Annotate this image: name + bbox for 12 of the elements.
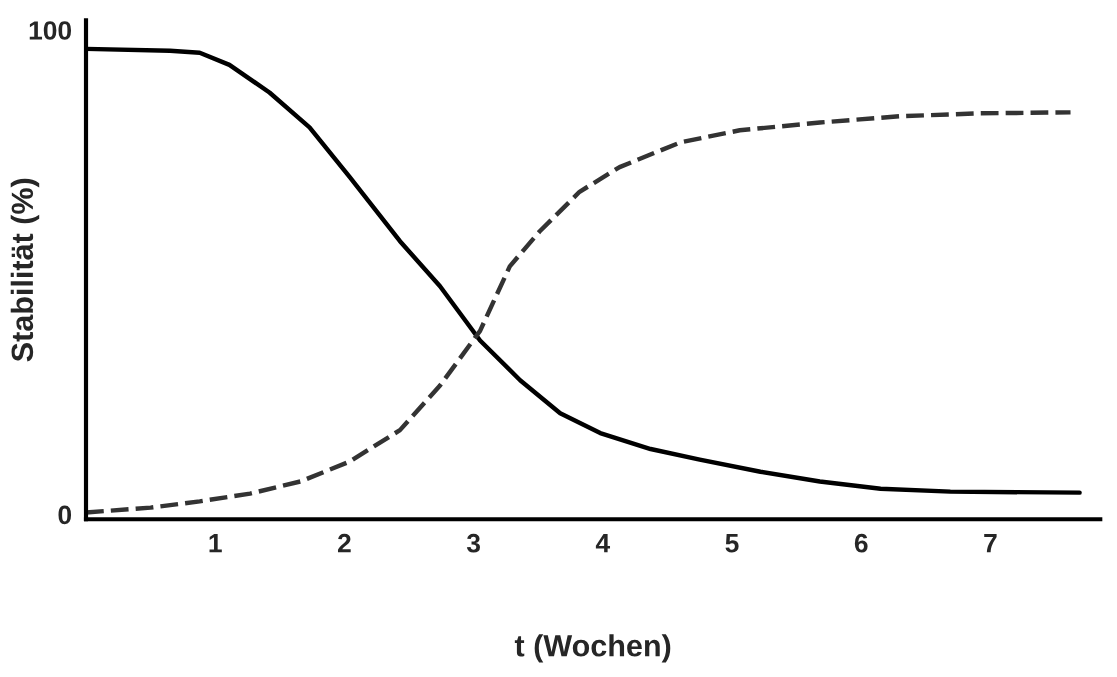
y-tick-label: 0: [58, 505, 72, 525]
x-tick-label: 1: [209, 534, 222, 553]
x-tick-label: 7: [984, 534, 997, 553]
x-tick-label: 2: [337, 533, 351, 553]
y-tick-label: 100: [29, 21, 72, 40]
y-axis-title: Stabilität (%): [10, 178, 40, 362]
x-tick-label: 3: [466, 533, 480, 553]
x-axis-title: t (Wochen): [514, 634, 671, 663]
x-tick-label: 5: [725, 534, 739, 553]
line-series: [86, 110, 1073, 515]
x-tick-label: 4: [595, 534, 611, 553]
x-tick-label: 6: [854, 533, 868, 553]
